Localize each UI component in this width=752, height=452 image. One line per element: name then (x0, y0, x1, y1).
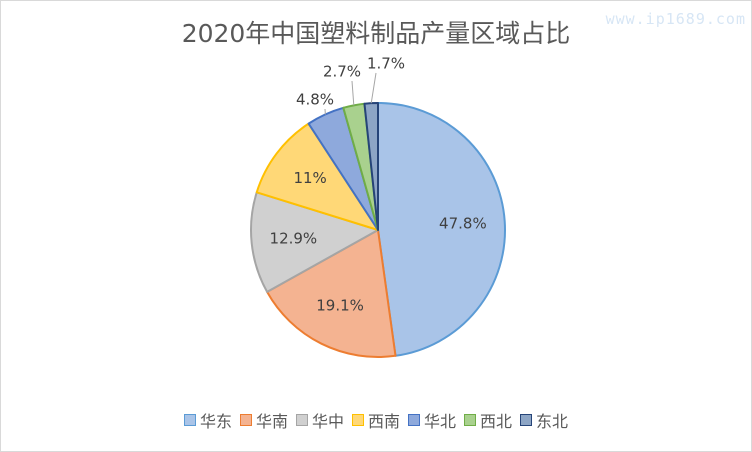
legend-label-2: 华中 (311, 412, 344, 431)
data-label-2: 12.9% (270, 229, 318, 247)
data-label-4: 4.8% (296, 91, 334, 109)
data-labels: 47.8% 19.1% 12.9% 11% 4.8% 2.7% 1.7% (270, 55, 487, 315)
leader-line-5 (351, 80, 355, 106)
data-label-6: 1.7% (367, 55, 405, 73)
pie-slice-2 (250, 191, 379, 293)
legend-label-1: 华南 (255, 412, 288, 431)
watermark: www.ip1689.com (605, 10, 746, 28)
legend-swatch-4 (408, 414, 420, 426)
legend-swatch-6 (520, 414, 533, 426)
legend-swatch-5 (464, 414, 477, 426)
legend-swatch-1 (239, 414, 252, 426)
legend-item-2: 华中 (295, 408, 344, 432)
legend-item-3: 西南 (351, 408, 400, 432)
chart-title: 2020年中国塑料制品产量区域占比 (181, 19, 571, 48)
pie-slice-6 (363, 102, 379, 231)
legend-label-6: 东北 (536, 412, 569, 431)
legend-label-0: 华东 (199, 412, 232, 431)
legend-label-3: 西南 (367, 412, 400, 431)
pie-slices (250, 102, 506, 358)
legend-item-4: 华北 (408, 408, 456, 432)
data-label-3: 11% (293, 169, 326, 187)
pie-slice-3 (255, 122, 379, 231)
data-label-1: 19.1% (316, 297, 364, 315)
legend-item-5: 西北 (464, 408, 512, 432)
legend-swatch-0 (183, 414, 196, 426)
data-label-5: 2.7% (323, 63, 361, 81)
legend-label-5: 西北 (480, 412, 513, 431)
legend: 华东 华南 华中 西南 华北 西北 东北 (0, 408, 752, 432)
leader-line-6 (370, 72, 377, 104)
data-label-0: 47.8% (439, 215, 487, 233)
legend-item-6: 东北 (520, 408, 568, 432)
legend-swatch-3 (351, 414, 364, 426)
leader-lines (324, 72, 377, 115)
pie-slice-1 (266, 229, 397, 358)
legend-item-0: 华东 (183, 408, 232, 432)
legend-swatch-2 (295, 414, 308, 426)
legend-label-4: 华北 (424, 412, 457, 431)
legend-item-1: 华南 (239, 408, 288, 432)
pie-slice-0 (377, 102, 506, 357)
